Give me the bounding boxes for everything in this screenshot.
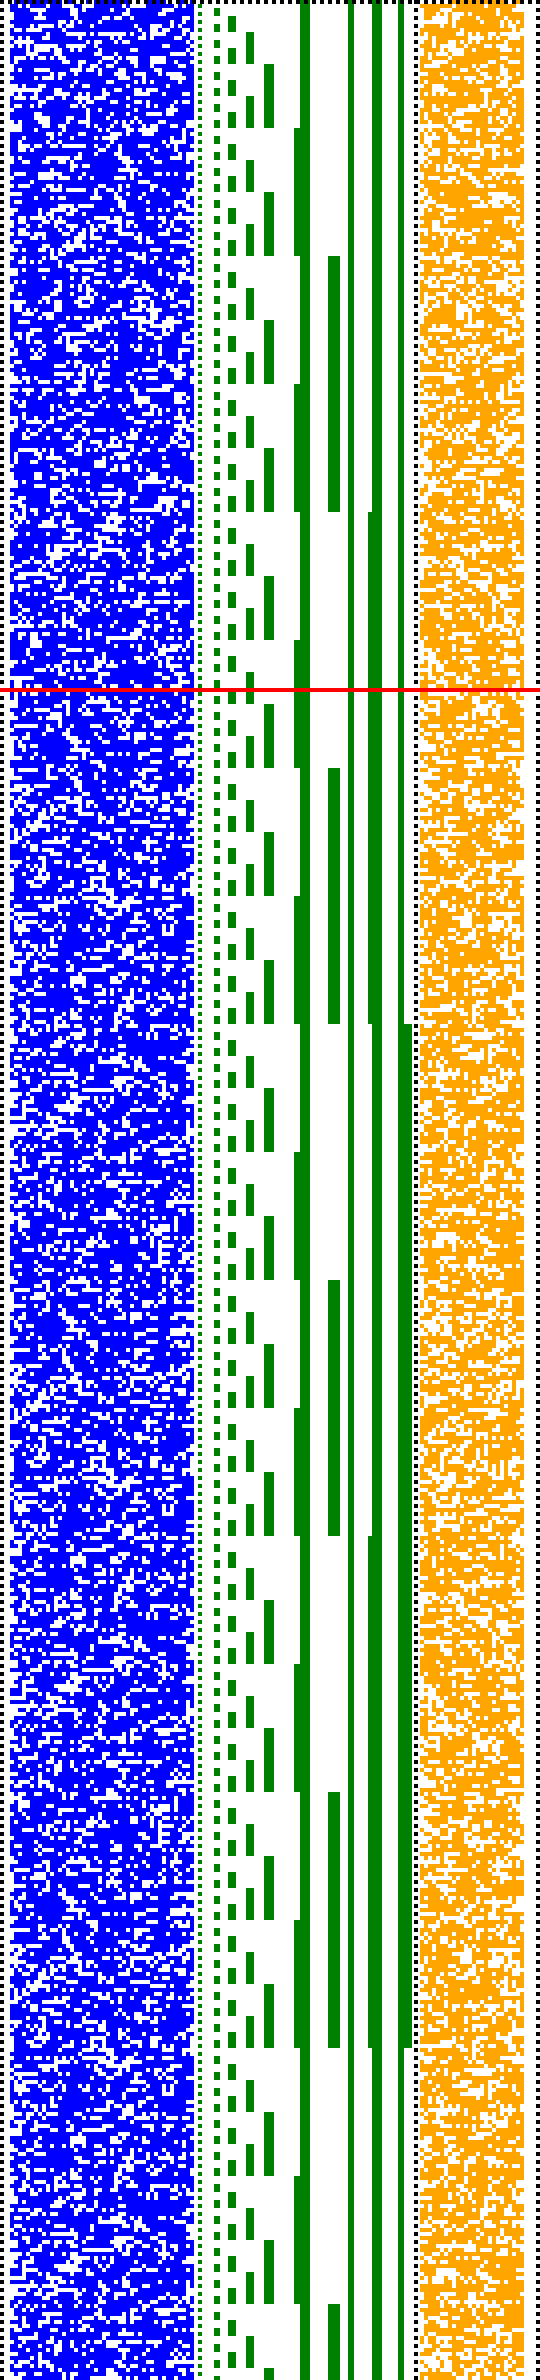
right-noise-cells [420, 0, 524, 2380]
counter-bit-column-0 [198, 4, 202, 2376]
left-noise-cells [10, 0, 194, 2380]
counter-solid-column-3 [398, 0, 404, 2380]
counter-bit-column-3 [246, 32, 254, 2368]
counter-bit-column-6 [328, 256, 340, 2380]
left-noise-band [10, 0, 194, 2380]
counter-bit-column-8 [404, 1024, 412, 2048]
binary-counter-band [198, 0, 412, 2380]
counter-bit-column-4 [264, 64, 274, 2380]
counter-solid-column-1 [348, 0, 354, 2380]
right-noise-band [420, 0, 524, 2380]
counter-bit-column-2 [228, 16, 236, 2368]
counter-bit-column-1 [214, 8, 220, 2380]
counter-solid-column-2 [372, 0, 382, 2380]
counter-solid-column-0 [300, 0, 310, 2380]
